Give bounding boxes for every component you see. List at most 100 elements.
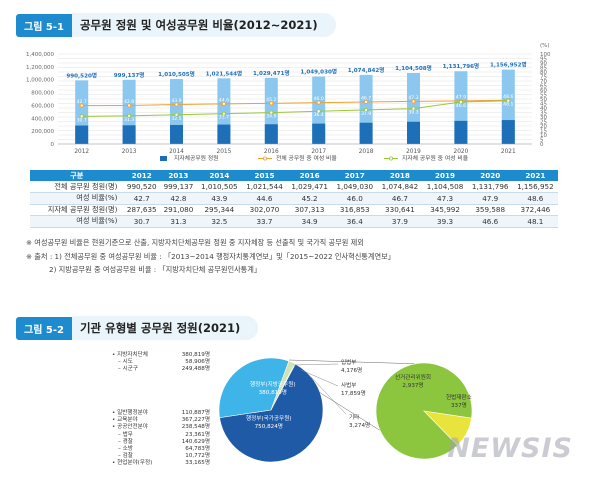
- combo-chart: 0510152025303540455055606570758085909510…: [26, 43, 551, 162]
- list-item-label: – 소방: [118, 446, 133, 453]
- national-gov-list: • 일반행정분야 110,887명 • 교육분야 367,227명 • 공공안전분야 23…: [112, 410, 210, 468]
- sub-pie-slice: [423, 410, 472, 446]
- table-header-row: 구분 2012 2013 2014 2015 2016 2017 2018 2019 2020 20…: [30, 170, 558, 181]
- ratio-data-label: 48.1: [503, 102, 513, 108]
- legend-label: 지자체 공무원 중 여성 비율: [402, 154, 469, 162]
- figure-5-2-heading: 그림 5-2 기관 유형별 공무원 정원(2021): [16, 316, 259, 340]
- ratio-point: [79, 114, 84, 119]
- ratio-point: [174, 112, 179, 117]
- slice-label-legislative: 입법부 4,176명: [341, 360, 363, 374]
- x-axis-tick: 2012: [74, 149, 89, 155]
- table-cell: 37.9: [377, 215, 423, 228]
- pie-charts: [218, 357, 473, 463]
- ratio-data-label: 45.2: [266, 97, 276, 103]
- ratio-point: [364, 107, 369, 112]
- list-item: • 현업분야(우정) 33,165명: [112, 460, 210, 467]
- list-item-value: 367,227명: [181, 417, 210, 424]
- table-cell: 30.7: [123, 215, 161, 228]
- column-header: 2013: [160, 170, 197, 181]
- ratio-data-label: 33.7: [219, 115, 229, 121]
- list-item: – 시군구 249,488명: [112, 366, 210, 373]
- list-item-label: – 경찰: [118, 438, 133, 445]
- ratio-point: [79, 103, 84, 108]
- table-cell: 33.7: [241, 215, 288, 228]
- newsis-watermark: NEWSIS: [447, 433, 573, 464]
- table-row: 지자체 공무원 정원(명) 287,635 291,080 295,344 302,07…: [30, 204, 558, 216]
- table-cell: 287,635: [123, 204, 161, 216]
- slice-label-national: 행정부(국가공무원) 750,824명: [246, 416, 292, 430]
- left-axis-tick: 1,200,000: [26, 65, 54, 71]
- table-cell: 46.0: [332, 192, 378, 205]
- table-cell: 31.3: [160, 215, 197, 228]
- x-axis-tick: 2013: [122, 149, 137, 155]
- table-cell: 291,080: [160, 204, 197, 216]
- table-cell: 1,049,030: [332, 181, 378, 193]
- list-item-value: 238,548명: [181, 424, 210, 431]
- right-axis-tick: 70: [540, 79, 547, 85]
- ratio-point: [411, 99, 416, 104]
- ratio-point: [411, 106, 416, 111]
- list-item-label: • 지방자치단체: [112, 352, 148, 358]
- list-item-value: 380,819명: [181, 352, 210, 358]
- table-cell: 42.7: [123, 192, 161, 205]
- row-header: 여성 비율(%): [30, 215, 124, 228]
- column-header: 2018: [377, 170, 423, 181]
- ratio-data-label: 37.9: [361, 111, 371, 117]
- list-item-value: 58,906명: [185, 359, 210, 366]
- left-axis-tick: 1,000,000: [26, 78, 54, 84]
- right-axis-tick: 30: [540, 115, 547, 121]
- bar-top-label: 1,021,544명: [206, 69, 243, 77]
- slice-label-other: 기타 3,274명: [349, 415, 371, 429]
- left-axis-tick: 200,000: [31, 129, 54, 135]
- list-item: • 지방자치단체 380,819명: [112, 352, 210, 359]
- table-cell: 47.3: [422, 192, 468, 205]
- column-header: 2015: [241, 170, 288, 181]
- list-item-label: – 시군구: [118, 366, 139, 373]
- legend-swatch: [160, 156, 167, 161]
- ratio-data-label: 36.4: [314, 112, 324, 118]
- table-cell: 372,446: [512, 204, 558, 216]
- note-2: ※ 출처 : 1) 전체공무원 중 여성공무원 비율 : 「2013~2014 …: [26, 252, 395, 261]
- ratio-data-label: 47.9: [456, 94, 466, 100]
- slice-label-local: 행정부(지방공무원) 380,819명: [250, 382, 296, 396]
- x-axis-tick: 2020: [454, 149, 469, 155]
- right-axis-tick: 45: [540, 102, 547, 108]
- local-bar: [312, 123, 326, 144]
- bar-top-label: 1,104,508명: [395, 64, 432, 72]
- right-axis-tick: 5: [540, 138, 544, 144]
- row-header: 여성 비율(%): [30, 192, 124, 205]
- ratio-data-label: 32.5: [171, 116, 181, 122]
- left-axis-tick: 600,000: [31, 103, 54, 109]
- data-table: 구분 2012 2013 2014 2015 2016 2017 2018 2019 2020 20…: [30, 170, 558, 228]
- right-axis-tick: 15: [540, 129, 547, 135]
- ratio-point: [316, 109, 321, 114]
- table-cell: 295,344: [196, 204, 242, 216]
- right-axis-unit: (%): [540, 43, 550, 49]
- ratio-data-label: 30.7: [77, 117, 87, 123]
- list-item-value: 23,361명: [185, 431, 210, 438]
- local-female-ratio-line: [81, 100, 509, 117]
- table-row: 여성 비율(%) 30.7 31.3 32.5 33.7 34.9 36.4 37.9 39.3…: [30, 215, 558, 228]
- table-cell: 990,520: [123, 181, 161, 193]
- list-item-label: – 법무: [118, 431, 133, 438]
- table-cell: 1,021,544: [241, 181, 288, 193]
- ratio-point: [174, 102, 179, 107]
- table-cell: 48.1: [512, 215, 558, 228]
- x-axis-tick: 2015: [217, 149, 232, 155]
- table-cell: 48.6: [512, 192, 558, 205]
- legend-marker: [388, 156, 393, 161]
- table-cell: 32.5: [196, 215, 242, 228]
- right-axis-tick: 80: [540, 70, 547, 76]
- ratio-point: [458, 100, 463, 105]
- figure-title: 기관 유형별 공무원 정원(2021): [71, 316, 259, 340]
- table-cell: 999,137: [160, 181, 197, 193]
- right-axis-tick: 55: [540, 93, 547, 99]
- slice-label-judicial: 사법부 17,859명: [341, 383, 366, 397]
- table-cell: 34.9: [287, 215, 333, 228]
- ratio-point: [127, 113, 132, 118]
- ratio-data-label: 31.3: [124, 117, 134, 123]
- list-item-label: • 교육분야: [112, 417, 138, 424]
- ratio-point: [269, 110, 274, 115]
- ratio-data-label: 46.6: [456, 103, 466, 109]
- table-cell: 1,131,796: [467, 181, 513, 193]
